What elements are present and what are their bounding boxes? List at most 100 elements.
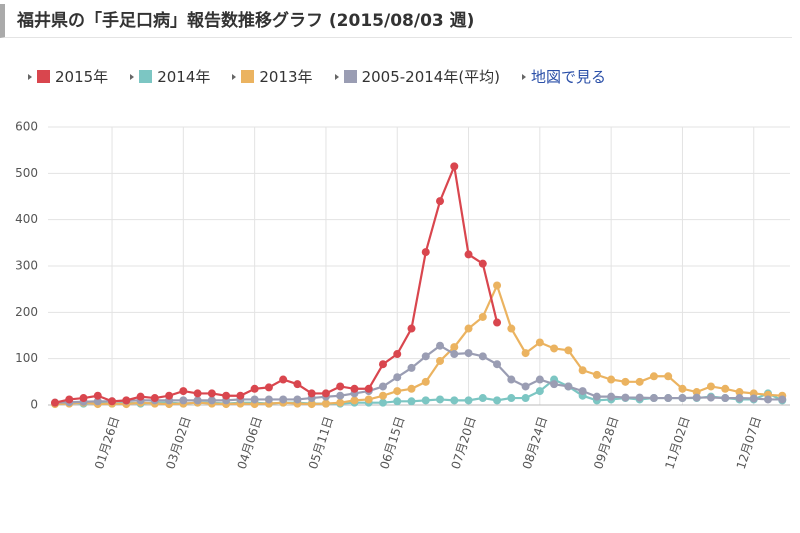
data-point xyxy=(635,393,644,402)
data-point xyxy=(193,389,202,398)
data-point xyxy=(649,394,658,403)
y-tick-label: 500 xyxy=(15,166,38,180)
chart: 0 100 200 300 400 500 600 01月26日 03月02日 04月06日 05月… xyxy=(15,120,790,471)
data-point xyxy=(550,344,559,353)
legend-label: 2013年 xyxy=(259,68,313,86)
data-point xyxy=(464,250,473,259)
data-point xyxy=(250,384,259,393)
x-tick-label: 05月11日 xyxy=(306,415,336,471)
legend-item[interactable]: 2013年 xyxy=(232,66,313,87)
legend-item[interactable]: 2014年 xyxy=(130,66,210,87)
legend-item[interactable]: 2015年 xyxy=(28,66,108,87)
data-point xyxy=(521,349,530,358)
x-tick-label: 03月02日 xyxy=(163,415,193,471)
data-point xyxy=(450,162,459,171)
data-point xyxy=(592,370,601,379)
y-tick-label: 300 xyxy=(15,259,38,273)
series-line xyxy=(54,162,499,404)
map-link[interactable]: 地図で見る xyxy=(522,66,606,87)
data-point xyxy=(521,394,530,403)
data-point xyxy=(721,384,730,393)
data-point xyxy=(293,380,302,389)
data-point xyxy=(179,387,188,396)
data-point xyxy=(307,389,316,398)
data-point xyxy=(421,352,430,361)
legend-item[interactable]: 2005-2014年(平均) xyxy=(334,66,500,87)
data-point xyxy=(493,396,502,405)
data-point xyxy=(393,387,402,396)
data-point xyxy=(222,391,231,400)
data-point xyxy=(321,399,330,408)
data-point xyxy=(336,391,345,400)
data-point xyxy=(621,393,630,402)
data-point xyxy=(393,350,402,359)
y-tick-label: 600 xyxy=(15,120,38,134)
series-line xyxy=(54,282,783,406)
data-point xyxy=(507,375,516,384)
data-point xyxy=(564,382,573,391)
legend-label: 2015年 xyxy=(55,68,109,86)
chart-title: 福井県の「手足口病」報告数推移グラフ (2015/08/03 週) xyxy=(0,4,792,38)
legend-arrow xyxy=(522,73,527,80)
data-point xyxy=(378,382,387,391)
data-point xyxy=(464,324,473,333)
data-point xyxy=(307,400,316,409)
data-point xyxy=(493,281,502,290)
data-point xyxy=(692,393,701,402)
data-point xyxy=(749,394,758,403)
data-point xyxy=(478,394,487,403)
data-point xyxy=(778,395,787,404)
data-point xyxy=(336,398,345,407)
data-point xyxy=(93,391,102,400)
data-point xyxy=(678,384,687,393)
legend-arrow xyxy=(28,73,32,80)
data-point xyxy=(706,393,715,402)
data-point xyxy=(364,384,373,393)
data-point xyxy=(250,395,259,404)
data-point xyxy=(136,392,145,401)
data-point xyxy=(450,343,459,352)
x-tick-label: 09月28日 xyxy=(591,415,621,471)
x-tick-label: 04月06日 xyxy=(235,415,265,471)
data-point xyxy=(535,387,544,396)
data-point xyxy=(706,382,715,391)
data-point xyxy=(493,360,502,369)
x-tick-label: 01月26日 xyxy=(92,415,122,471)
data-point xyxy=(664,394,673,403)
data-point xyxy=(93,397,102,406)
data-point xyxy=(464,396,473,405)
legend-arrow xyxy=(334,73,339,80)
data-point xyxy=(507,394,516,403)
data-point xyxy=(378,398,387,407)
data-point xyxy=(122,396,131,405)
data-point xyxy=(721,394,730,403)
data-point xyxy=(350,396,359,405)
y-tick-label: 0 xyxy=(30,398,38,412)
legend-arrow xyxy=(232,73,237,80)
data-point xyxy=(436,356,445,365)
data-point xyxy=(421,377,430,386)
data-point xyxy=(621,377,630,386)
data-point xyxy=(578,387,587,396)
data-point xyxy=(336,382,345,391)
data-point xyxy=(692,388,701,397)
data-point xyxy=(535,375,544,384)
x-tick-label: 06月15日 xyxy=(377,415,407,471)
data-point xyxy=(464,349,473,358)
data-point xyxy=(321,389,330,398)
data-point xyxy=(364,395,373,404)
legend-arrow xyxy=(130,73,135,80)
data-point xyxy=(521,382,530,391)
data-point xyxy=(293,395,302,404)
legend-swatch xyxy=(139,70,153,83)
data-point xyxy=(264,395,273,404)
data-point xyxy=(592,392,601,401)
data-point xyxy=(493,318,502,327)
data-point xyxy=(450,350,459,359)
data-point xyxy=(421,396,430,405)
data-point xyxy=(193,396,202,405)
data-point xyxy=(51,398,59,407)
data-point xyxy=(279,375,288,384)
y-tick-label: 200 xyxy=(15,305,38,319)
data-point xyxy=(478,312,487,321)
